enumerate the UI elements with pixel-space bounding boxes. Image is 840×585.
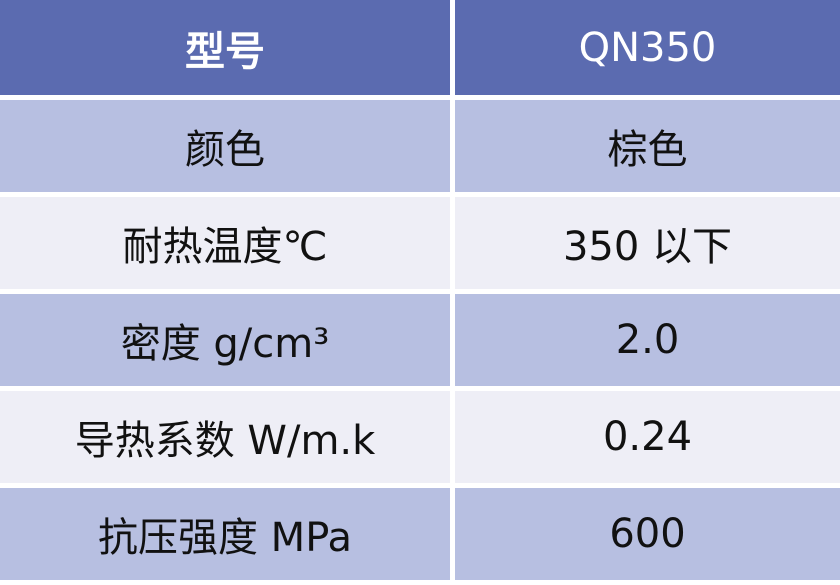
row-label: 抗压强度 MPa bbox=[0, 488, 455, 585]
row-value: 600 bbox=[455, 488, 840, 585]
row-value: 350 以下 bbox=[455, 197, 840, 294]
table-row: 导热系数 W/m.k 0.24 bbox=[0, 391, 840, 488]
row-value: 2.0 bbox=[455, 294, 840, 391]
table-row: 耐热温度℃ 350 以下 bbox=[0, 197, 840, 294]
row-label: 耐热温度℃ bbox=[0, 197, 455, 294]
row-label: 导热系数 W/m.k bbox=[0, 391, 455, 488]
row-value: 棕色 bbox=[455, 100, 840, 197]
table-header-row: 型号 QN350 bbox=[0, 0, 840, 100]
table-row: 颜色 棕色 bbox=[0, 100, 840, 197]
table-row: 抗压强度 MPa 600 bbox=[0, 488, 840, 585]
row-label: 颜色 bbox=[0, 100, 455, 197]
row-value: 0.24 bbox=[455, 391, 840, 488]
table-row: 密度 g/cm³ 2.0 bbox=[0, 294, 840, 391]
header-label: 型号 bbox=[0, 0, 455, 100]
header-value: QN350 bbox=[455, 0, 840, 100]
row-label: 密度 g/cm³ bbox=[0, 294, 455, 391]
